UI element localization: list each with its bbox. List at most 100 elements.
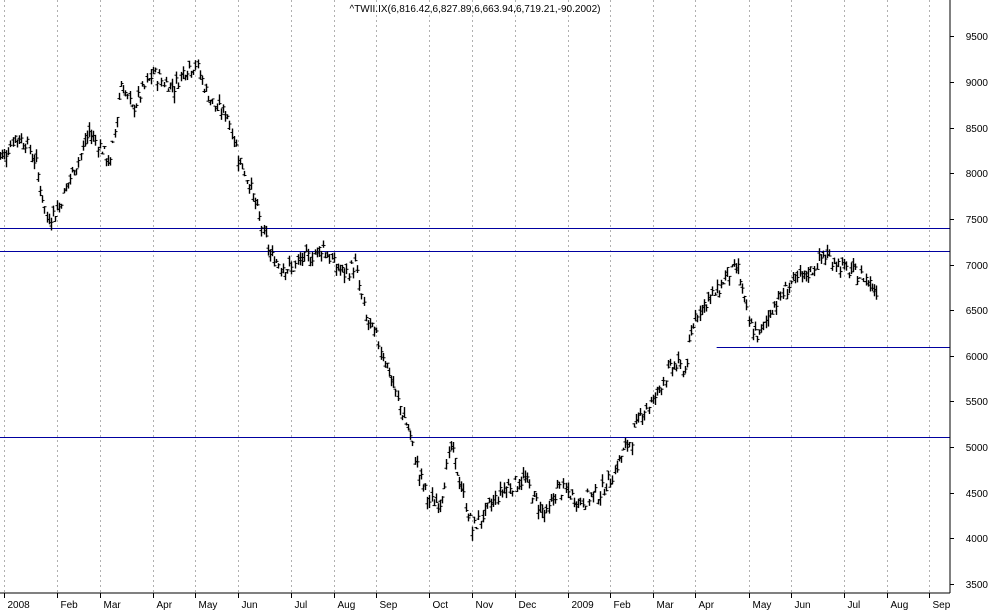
ohlc-bar	[310, 252, 315, 267]
ohlc-bar	[547, 500, 552, 514]
ohlc-bar	[342, 268, 347, 284]
ohlc-bar	[193, 60, 198, 70]
ohlc-bar	[225, 114, 230, 120]
ohlc-bar	[191, 69, 196, 75]
y-tick-label: 4500	[966, 489, 989, 500]
ohlc-bar	[49, 217, 54, 231]
ohlc-bar	[219, 108, 224, 120]
ohlc-bar	[357, 280, 362, 291]
ohlc-bar	[453, 457, 458, 470]
ohlc-bar	[604, 483, 609, 492]
ohlc-bar	[434, 493, 439, 503]
ohlc-bar	[138, 96, 143, 103]
x-tick-label: Apr	[699, 600, 715, 610]
ohlc-bar	[289, 261, 294, 275]
ohlc-bar	[374, 327, 379, 334]
ohlc-bar	[498, 481, 503, 496]
ohlc-bar	[464, 503, 469, 512]
ohlc-bar	[485, 502, 490, 509]
ohlc-bar	[285, 269, 290, 274]
ohlc-bar	[674, 364, 679, 372]
ohlc-bar	[164, 76, 169, 83]
ohlc-bar	[68, 173, 73, 185]
ohlc-bar	[391, 376, 396, 388]
ohlc-bar	[115, 116, 120, 128]
ohlc-bar	[619, 455, 624, 463]
ohlc-bar	[430, 487, 435, 502]
ohlc-bar	[393, 388, 398, 397]
support-resistance-lines	[0, 228, 950, 438]
ohlc-bar	[632, 423, 637, 428]
ohlc-bar	[125, 93, 130, 100]
ohlc-bar	[155, 80, 160, 92]
ohlc-bar	[827, 249, 832, 257]
ohlc-bar	[119, 81, 124, 88]
ohlc-bar	[306, 248, 311, 262]
ohlc-bar	[402, 407, 407, 419]
ohlc-bar	[96, 146, 101, 158]
ohlc-bar	[683, 365, 688, 374]
ohlc-bar	[362, 296, 367, 306]
ohlc-bar	[481, 510, 486, 523]
ohlc-bar	[685, 358, 690, 368]
ohlc-bar	[245, 179, 250, 185]
ohlc-bar	[717, 290, 722, 298]
ohlc-bar	[472, 516, 477, 524]
ohlc-bar	[153, 67, 158, 73]
ohlc-bar	[293, 260, 298, 269]
ohlc-bar	[215, 103, 220, 112]
x-tick-label: Feb	[614, 600, 632, 610]
x-tick-label: 2008	[8, 600, 31, 610]
ohlc-bar	[272, 256, 277, 267]
ohlc-bar	[600, 474, 605, 488]
x-tick-label: Mar	[104, 600, 122, 610]
x-axis-ticks: 2008 Feb Mar Apr May Jun Jul Aug Sep Oct Nov Dec 200…	[4, 593, 951, 610]
ohlc-bar	[159, 77, 164, 87]
ohlc-bar	[702, 299, 707, 313]
ohlc-bar	[615, 460, 620, 473]
ohlc-bar	[281, 263, 286, 274]
ohlc-bar	[240, 163, 245, 170]
ohlc-bar	[8, 140, 13, 148]
ohlc-bar	[742, 295, 747, 303]
ohlc-bar	[812, 266, 817, 277]
x-tick-label: Sep	[933, 600, 951, 610]
x-tick-label: Feb	[61, 600, 79, 610]
ohlc-bar	[427, 494, 432, 509]
ohlc-bar	[42, 206, 47, 214]
ohlc-bar	[638, 408, 643, 416]
ohlc-bar	[359, 293, 364, 300]
ohlc-bar	[242, 170, 247, 177]
ohlc-bar	[753, 321, 758, 331]
ohlc-bar	[442, 482, 447, 490]
ohlc-bar	[474, 526, 479, 530]
ohlc-bar	[823, 254, 828, 266]
ohlc-bar	[419, 468, 424, 480]
y-axis-ticks: 3500 4000 4500 5000 5500 6000 6500 7000 7500 8000…	[950, 32, 988, 591]
ohlc-bar	[678, 359, 683, 370]
x-tick-label: 2009	[572, 600, 595, 610]
ohlc-bar	[725, 266, 730, 277]
ohlc-bar	[410, 440, 415, 447]
ohlc-bar	[606, 470, 611, 481]
ohlc-bar	[74, 168, 79, 175]
ohlc-bar	[566, 482, 571, 499]
ohlc-bar	[134, 103, 139, 109]
ohlc-bar	[664, 380, 669, 388]
ohlc-bar	[561, 478, 566, 489]
ohlc-bar	[668, 358, 673, 366]
ohlc-bar	[128, 91, 133, 105]
ohlc-bar	[370, 322, 375, 328]
ohlc-bar	[593, 483, 598, 493]
ohlc-bar	[291, 270, 296, 272]
ohlc-bar	[749, 318, 754, 324]
ohlc-bar	[117, 92, 122, 100]
ohlc-bar	[672, 361, 677, 370]
ohlc-bar	[661, 376, 666, 386]
ohlc-bar	[540, 504, 545, 519]
ohlc-bar	[53, 215, 58, 223]
ohlc-bar	[162, 81, 167, 88]
ohlc-bar	[172, 86, 177, 104]
ohlc-bar	[415, 455, 420, 468]
